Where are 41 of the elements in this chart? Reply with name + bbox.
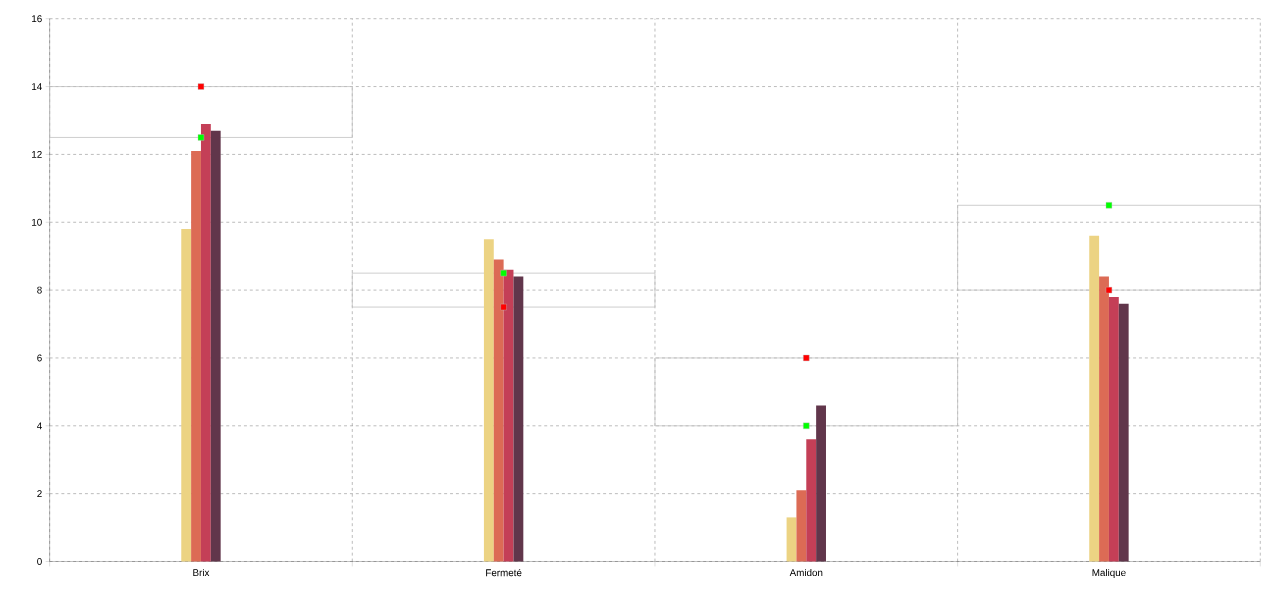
- x-tick-label: Amidon: [789, 568, 823, 577]
- y-tick-label: 16: [32, 15, 42, 23]
- y-tick-label: 10: [32, 218, 42, 226]
- y-tick-label: 8: [37, 286, 42, 294]
- point: [197, 83, 205, 90]
- x-tick-label: Malique: [1092, 568, 1126, 579]
- bar: [191, 151, 201, 562]
- x-tick-label: Brix: [193, 568, 210, 576]
- y-tick-label: 4: [36, 422, 42, 430]
- point: [500, 303, 507, 311]
- point: [1105, 202, 1113, 209]
- bar: [210, 130, 221, 562]
- bar: [1089, 235, 1100, 562]
- bar: [503, 269, 514, 562]
- y-tick-label: 12: [32, 150, 42, 158]
- point: [803, 354, 810, 362]
- bar: [796, 490, 807, 562]
- point: [803, 422, 810, 429]
- bar: [483, 239, 494, 562]
- bar: [351, 272, 656, 308]
- bar: [957, 204, 1261, 291]
- bar: [200, 123, 211, 562]
- bar: [1108, 296, 1119, 562]
- point: [197, 134, 205, 141]
- y-tick-label: 0: [37, 558, 42, 565]
- y-tick-label: 2: [37, 490, 42, 498]
- bar: [654, 357, 959, 427]
- bar: [513, 276, 524, 562]
- bar: [1118, 303, 1129, 562]
- point: [500, 269, 507, 277]
- x-tick-label: Fermeté: [486, 568, 522, 577]
- point: [1105, 286, 1113, 294]
- y-tick-label: 14: [32, 83, 42, 90]
- bar: [806, 439, 817, 562]
- bar: [1099, 276, 1109, 562]
- y-tick-label: 6: [37, 354, 42, 362]
- bar: [49, 86, 353, 138]
- bar: [816, 405, 826, 562]
- bar: [786, 517, 797, 562]
- bar: [181, 229, 192, 562]
- bar: [493, 259, 504, 562]
